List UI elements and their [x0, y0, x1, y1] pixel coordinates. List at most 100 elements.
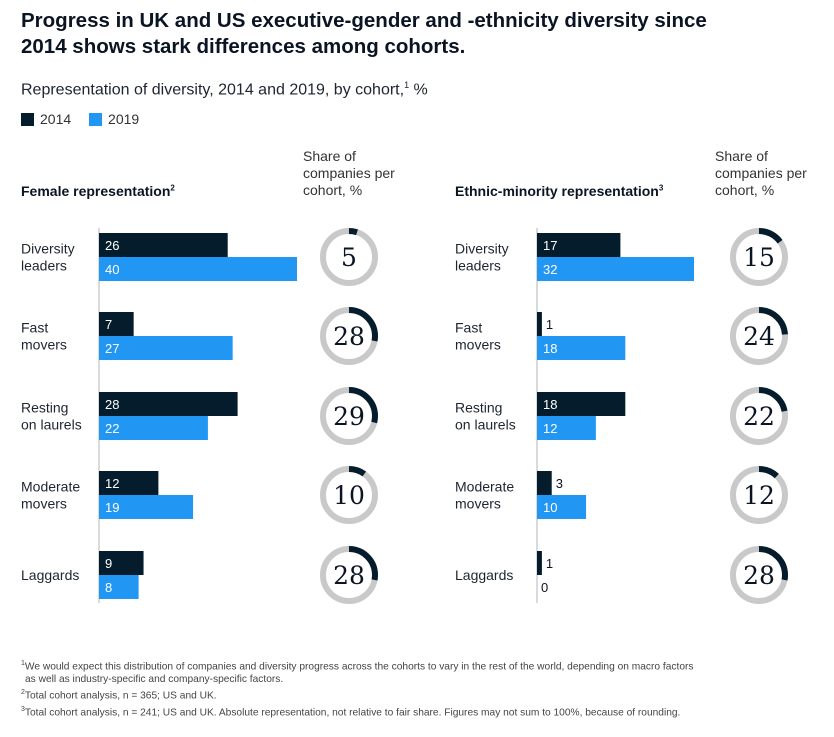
ethnic-share-value-4: 28 — [743, 561, 775, 590]
ethnic-bar-value-2019-0: 32 — [543, 262, 557, 277]
female-share-value-2: 29 — [333, 402, 365, 431]
ethnic-bar-2019-0 — [537, 257, 694, 281]
ethnic-share-heading-line-2: companies per — [715, 165, 807, 181]
female-share-value-4: 28 — [333, 561, 365, 590]
ethnic-share-ring-fill-1 — [730, 307, 788, 365]
ethnic-bar-2019-3 — [537, 495, 587, 519]
female-bar-value-2019-1: 27 — [105, 341, 119, 356]
ethnic-category-label-2-1: on laurels — [455, 417, 516, 433]
female-share-value-3: 10 — [333, 481, 365, 510]
female-bar-2014-4 — [99, 551, 144, 575]
female-share-heading-line-2: companies per — [303, 165, 395, 181]
legend-item-2014: 2014 — [21, 111, 71, 127]
ethnic-category-label-0-1: leaders — [455, 258, 501, 274]
female-share-heading: Share of companies per cohort, % — [303, 148, 413, 199]
female-bar-value-2014-1: 7 — [105, 317, 112, 332]
footnote-3-mark: 3 — [21, 705, 25, 713]
ethnic-category-label-4-0: Laggards — [455, 567, 513, 583]
female-category-label-0-0: Diversity — [21, 241, 75, 257]
female-bar-2014-3 — [99, 471, 159, 495]
footnotes: 1We would expect this distribution of co… — [21, 657, 811, 719]
ethnic-bar-2014-4 — [537, 551, 542, 575]
female-bar-value-2019-3: 19 — [105, 500, 119, 515]
female-category-label-0-1: leaders — [21, 258, 67, 274]
ethnic-panel-footnote-mark: 3 — [658, 183, 664, 193]
female-share-ring-fill-1 — [320, 307, 378, 365]
female-category-label-4-0: Laggards — [21, 567, 79, 583]
ethnic-share-value-3: 12 — [743, 481, 775, 510]
subtitle-footnote-mark: 1 — [404, 80, 410, 90]
ethnic-share-value-1: 24 — [743, 322, 775, 351]
ethnic-bar-2014-0 — [537, 233, 621, 257]
footnote-1-mark: 1 — [21, 660, 25, 667]
female-bar-2019-4 — [99, 575, 139, 599]
legend-label-2019: 2019 — [108, 111, 140, 127]
subtitle-unit: % — [413, 81, 428, 99]
female-panel-title: Female representation — [21, 183, 171, 199]
footnote-2: 2Total cohort analysis, n = 365; US and … — [21, 686, 811, 702]
female-bar-2014-2 — [99, 392, 238, 416]
ethnic-bar-value-2014-4: 1 — [546, 556, 553, 571]
ethnic-share-value-2: 22 — [743, 402, 775, 431]
legend-label-2014: 2014 — [40, 111, 72, 127]
title-line-1: Progress in UK and US executive-gender a… — [21, 9, 707, 32]
ethnic-share-value-0: 15 — [743, 243, 775, 272]
ethnic-bar-value-2014-2: 18 — [543, 397, 557, 412]
ethnic-bar-value-2019-1: 18 — [543, 341, 557, 356]
female-bar-2014-0 — [99, 233, 228, 257]
ethnic-bar-2019-1 — [537, 336, 626, 360]
ethnic-bar-2019-2 — [537, 416, 596, 440]
female-share-ring-fill-2 — [320, 387, 378, 445]
female-share-ring-fill-3 — [320, 466, 378, 524]
female-bar-value-2019-4: 8 — [105, 580, 112, 595]
footnote-1: 1We would expect this distribution of co… — [21, 657, 811, 686]
female-bar-2019-2 — [99, 416, 208, 440]
title-line-2: 2014 shows stark differences among cohor… — [21, 35, 466, 58]
ethnic-share-ring-fill-2 — [730, 387, 788, 445]
female-bar-value-2014-3: 12 — [105, 476, 119, 491]
legend-swatch-2019 — [89, 112, 103, 126]
legend-swatch-2014 — [21, 112, 34, 126]
ethnic-share-heading-line-1: Share of — [715, 148, 768, 164]
ethnic-share-ring-fill-0 — [730, 228, 788, 286]
ethnic-share-ring-fill-4 — [730, 546, 788, 604]
footnote-1-line-2: as well as industry-specific and company… — [25, 674, 284, 686]
footnote-3: 3Total cohort analysis, n = 241; US and … — [21, 703, 811, 719]
ethnic-share-heading: Share of companies per cohort, % — [715, 148, 825, 199]
female-category-label-1-0: Fast — [21, 320, 48, 336]
legend: 2014 2019 — [21, 111, 153, 129]
female-share-heading-line-1: Share of — [303, 148, 356, 164]
ethnic-category-label-1-1: movers — [455, 337, 501, 353]
female-category-label-1-1: movers — [21, 337, 67, 353]
female-bar-value-2014-0: 26 — [105, 238, 119, 253]
subtitle-text: Representation of diversity, 2014 and 20… — [21, 81, 405, 99]
ethnic-category-label-3-1: movers — [455, 496, 501, 512]
female-category-label-3-1: movers — [21, 496, 67, 512]
female-bar-value-2019-2: 22 — [105, 421, 119, 436]
female-bar-2019-1 — [99, 336, 233, 360]
female-bar-value-2014-4: 9 — [105, 556, 112, 571]
ethnic-category-label-0-0: Diversity — [455, 241, 509, 257]
ethnic-category-label-3-0: Moderate — [455, 479, 514, 495]
female-bar-value-2014-2: 28 — [105, 397, 119, 412]
ethnic-category-label-2-0: Resting — [455, 400, 502, 416]
female-bar-2019-0 — [99, 257, 297, 281]
female-share-value-0: 5 — [341, 243, 357, 272]
footnote-3-line-1: Total cohort analysis, n = 241; US and U… — [24, 707, 681, 719]
ethnic-bar-value-2019-2: 12 — [543, 421, 557, 436]
ethnic-bar-value-2019-3: 10 — [543, 500, 557, 515]
female-share-value-1: 28 — [333, 322, 365, 351]
female-share-ring-fill-4 — [320, 546, 378, 604]
female-share-heading-line-3: cohort, % — [303, 182, 363, 198]
ethnic-share-heading-line-3: cohort, % — [715, 182, 775, 198]
female-bar-value-2019-0: 40 — [105, 262, 119, 277]
ethnic-bar-value-2019-4: 0 — [541, 580, 548, 595]
ethnic-panel-title: Ethnic-minority representation — [455, 183, 659, 199]
footnote-2-line-1: Total cohort analysis, n = 365; US and U… — [24, 690, 217, 702]
ethnic-bar-value-2014-0: 17 — [543, 238, 557, 253]
female-share-ring-fill-0 — [320, 228, 378, 286]
ethnic-bar-2014-3 — [537, 471, 552, 495]
female-category-label-2-0: Resting — [21, 400, 68, 416]
footnote-2-mark: 2 — [21, 689, 25, 697]
